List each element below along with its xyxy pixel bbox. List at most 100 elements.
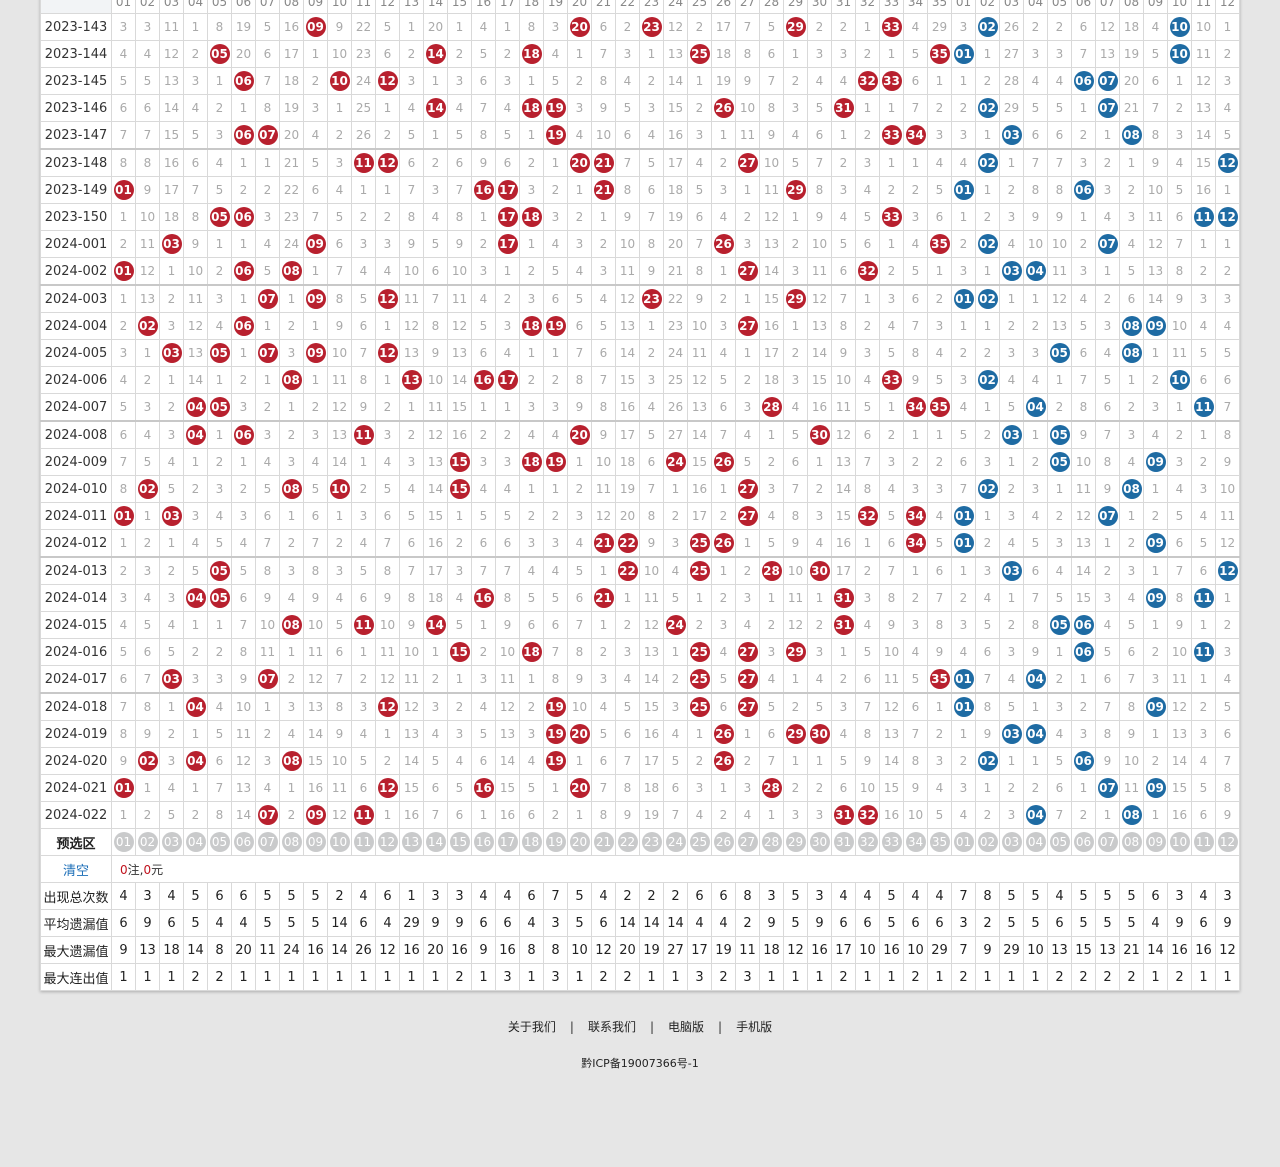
select-red-ball[interactable]: 09 xyxy=(305,832,326,852)
miss-cell: 7 xyxy=(1167,230,1192,258)
miss-cell: 16 xyxy=(615,393,640,422)
miss-cell: 1 xyxy=(519,67,544,95)
select-red-ball[interactable]: 28 xyxy=(761,832,782,852)
miss-cell: 6 xyxy=(1191,801,1216,829)
select-blue-ball[interactable]: 06 xyxy=(1073,832,1094,852)
select-red-ball[interactable]: 25 xyxy=(689,832,710,852)
select-red-ball[interactable]: 13 xyxy=(401,832,422,852)
select-red-ball[interactable]: 24 xyxy=(665,832,686,852)
table-row: 2024-011 01 1 03 3 4 3 6 1 6 1 3 6 5 15 1 5 5 2 2 3 12 20 8 2 17 2… xyxy=(40,502,1240,530)
select-red-ball[interactable]: 32 xyxy=(857,832,878,852)
miss-cell: 1 xyxy=(807,448,832,476)
footer-link-contact[interactable]: 联系我们 xyxy=(587,1020,636,1034)
footer-link-desktop[interactable]: 电脑版 xyxy=(668,1020,705,1034)
clear-button[interactable]: 清空 xyxy=(40,855,112,883)
select-blue-ball[interactable]: 07 xyxy=(1097,832,1118,852)
select-blue-ball[interactable]: 05 xyxy=(1049,832,1070,852)
miss-cell: 4 xyxy=(639,121,664,150)
miss-cell: 4 xyxy=(471,284,496,313)
select-blue-ball[interactable]: 09 xyxy=(1145,832,1166,852)
select-red-ball[interactable]: 16 xyxy=(473,832,494,852)
header-red-number: 21 xyxy=(591,0,616,14)
select-red-ball[interactable]: 06 xyxy=(233,832,254,852)
miss-cell: 13 xyxy=(327,420,352,449)
stats-value: 14 xyxy=(639,909,664,937)
select-red-ball[interactable]: 23 xyxy=(641,832,662,852)
select-red-ball[interactable]: 14 xyxy=(425,832,446,852)
select-blue-ball[interactable]: 12 xyxy=(1217,832,1238,852)
draw-cell: 27 xyxy=(735,312,760,340)
footer-link-mobile[interactable]: 手机版 xyxy=(736,1020,773,1034)
select-red-ball[interactable]: 27 xyxy=(737,832,758,852)
select-red-ball[interactable]: 03 xyxy=(161,832,182,852)
miss-cell: 9 xyxy=(687,284,712,313)
select-red-ball[interactable]: 22 xyxy=(617,832,638,852)
select-red-ball[interactable]: 26 xyxy=(713,832,734,852)
select-blue-ball[interactable]: 08 xyxy=(1121,832,1142,852)
miss-cell: 5 xyxy=(1167,502,1192,530)
draw-cell: 06 xyxy=(1071,638,1096,666)
select-red-ball[interactable]: 12 xyxy=(377,832,398,852)
select-red-ball[interactable]: 21 xyxy=(593,832,614,852)
stats-value: 6 xyxy=(831,909,856,937)
stats-value: 18 xyxy=(159,936,184,964)
select-blue-ball[interactable]: 02 xyxy=(977,832,998,852)
miss-cell: 7 xyxy=(663,801,688,829)
period-cell: 2024-009 xyxy=(40,448,112,476)
miss-cell: 4 xyxy=(207,692,232,721)
draw-cell: 03 xyxy=(999,420,1024,449)
draw-cell: 04 xyxy=(183,420,208,449)
select-red-ball[interactable]: 08 xyxy=(281,832,302,852)
miss-cell: 5 xyxy=(543,257,568,286)
select-red-ball[interactable]: 01 xyxy=(113,832,134,852)
miss-cell: 1 xyxy=(567,40,592,68)
miss-cell: 29 xyxy=(927,13,952,41)
miss-cell: 12 xyxy=(783,611,808,639)
draw-cell: 22 xyxy=(615,529,640,558)
draw-cell: 35 xyxy=(927,40,952,68)
miss-cell: 3 xyxy=(1023,339,1048,367)
select-red-ball[interactable]: 10 xyxy=(329,832,350,852)
select-red-ball[interactable]: 33 xyxy=(881,832,902,852)
select-blue-ball[interactable]: 04 xyxy=(1025,832,1046,852)
red-ball: 24 xyxy=(665,452,686,472)
select-red-ball[interactable]: 11 xyxy=(353,832,374,852)
select-blue-ball[interactable]: 10 xyxy=(1169,832,1190,852)
select-red-ball[interactable]: 31 xyxy=(833,832,854,852)
select-red-ball[interactable]: 20 xyxy=(569,832,590,852)
select-red-ball[interactable]: 30 xyxy=(809,832,830,852)
miss-cell: 12 xyxy=(1215,529,1240,558)
miss-cell: 13 xyxy=(1143,257,1168,286)
miss-cell: 5 xyxy=(615,692,640,721)
miss-cell: 7 xyxy=(303,529,328,558)
select-red-ball[interactable]: 17 xyxy=(497,832,518,852)
select-red-ball[interactable]: 29 xyxy=(785,832,806,852)
select-red-ball[interactable]: 15 xyxy=(449,832,470,852)
miss-cell: 2 xyxy=(495,420,520,449)
header-blue-number: 01 xyxy=(951,0,976,14)
select-red-ball[interactable]: 18 xyxy=(521,832,542,852)
select-red-ball[interactable]: 02 xyxy=(137,832,158,852)
miss-cell: 2 xyxy=(975,801,1000,829)
header-red-number: 23 xyxy=(639,0,664,14)
select-red-ball[interactable]: 19 xyxy=(545,832,566,852)
select-blue-ball[interactable]: 11 xyxy=(1193,832,1214,852)
select-red-ball[interactable]: 04 xyxy=(185,832,206,852)
miss-cell: 3 xyxy=(495,312,520,340)
miss-cell: 4 xyxy=(279,584,304,612)
miss-cell: 14 xyxy=(231,801,256,829)
select-red-ball[interactable]: 05 xyxy=(209,832,230,852)
select-red-ball[interactable]: 34 xyxy=(905,832,926,852)
miss-cell: 1 xyxy=(135,502,160,530)
footer-link-about[interactable]: 关于我们 xyxy=(507,1020,556,1034)
miss-cell: 9 xyxy=(303,584,328,612)
miss-cell: 12 xyxy=(159,40,184,68)
miss-cell: 1 xyxy=(111,529,136,558)
select-red-ball[interactable]: 07 xyxy=(257,832,278,852)
select-blue-ball[interactable]: 03 xyxy=(1001,832,1022,852)
miss-cell: 8 xyxy=(927,611,952,639)
select-blue-ball[interactable]: 01 xyxy=(953,832,974,852)
miss-cell: 6 xyxy=(495,529,520,558)
select-red-ball[interactable]: 35 xyxy=(929,832,950,852)
miss-cell: 7 xyxy=(135,665,160,694)
